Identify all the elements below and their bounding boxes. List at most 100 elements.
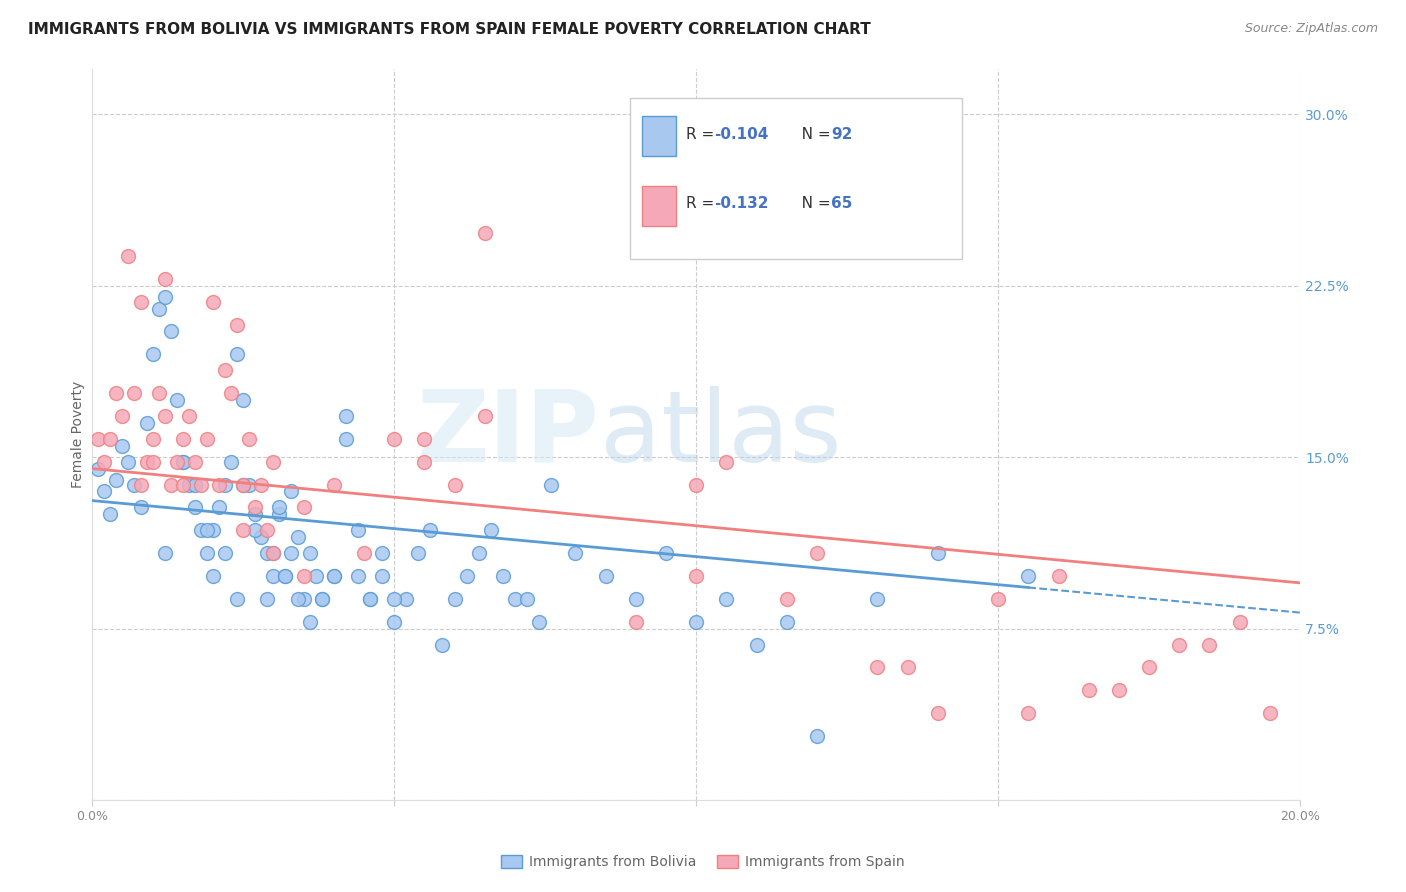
Point [866, 660, 889, 674]
Point [195, 432, 218, 446]
Point [716, 455, 738, 469]
Point [153, 409, 176, 423]
Point [135, 455, 157, 469]
Point [214, 546, 236, 560]
Point [896, 660, 918, 674]
Point [359, 591, 381, 606]
Point [117, 249, 139, 263]
Point [190, 524, 212, 538]
Text: N =: N = [787, 127, 835, 142]
Point [353, 546, 375, 560]
Point [232, 477, 254, 491]
Text: R =: R = [686, 196, 720, 211]
Point [443, 477, 465, 491]
Point [685, 569, 707, 583]
Point [287, 530, 309, 544]
Point [347, 524, 370, 538]
Point [419, 524, 441, 538]
Point [124, 386, 146, 401]
Point [190, 477, 212, 491]
Point [1017, 706, 1039, 721]
Point [238, 432, 260, 446]
Point [371, 569, 394, 583]
Point [479, 524, 502, 538]
Point [184, 477, 207, 491]
Point [1168, 638, 1191, 652]
Point [408, 546, 430, 560]
Point [219, 386, 242, 401]
Point [93, 484, 115, 499]
Text: N =: N = [787, 196, 835, 211]
Point [292, 591, 315, 606]
Point [98, 508, 121, 522]
Text: atlas: atlas [599, 386, 841, 483]
Point [111, 409, 134, 423]
Point [98, 432, 121, 446]
FancyBboxPatch shape [641, 116, 676, 156]
Point [262, 546, 284, 560]
Point [292, 569, 315, 583]
Point [395, 591, 418, 606]
Point [208, 500, 231, 515]
Point [226, 347, 249, 361]
Point [413, 455, 436, 469]
Text: 65: 65 [831, 196, 853, 211]
Point [311, 591, 333, 606]
Point [269, 508, 291, 522]
Point [280, 484, 302, 499]
Point [335, 409, 357, 423]
Point [148, 386, 170, 401]
Point [322, 569, 344, 583]
Point [172, 455, 194, 469]
Point [129, 477, 152, 491]
Point [245, 524, 267, 538]
Point [256, 524, 278, 538]
Point [382, 615, 405, 629]
Point [866, 591, 889, 606]
Point [1258, 706, 1281, 721]
Point [467, 546, 489, 560]
Point [232, 392, 254, 407]
Point [214, 477, 236, 491]
Point [232, 524, 254, 538]
Point [105, 386, 128, 401]
Point [492, 569, 515, 583]
Point [274, 569, 297, 583]
Point [87, 432, 110, 446]
Point [124, 477, 146, 491]
Point [1229, 615, 1251, 629]
Point [195, 524, 218, 538]
Point [195, 546, 218, 560]
Point [776, 615, 799, 629]
Text: -0.104: -0.104 [714, 127, 769, 142]
Point [105, 473, 128, 487]
Point [359, 591, 381, 606]
Text: ZIP: ZIP [416, 386, 599, 483]
Point [335, 432, 357, 446]
Point [347, 569, 370, 583]
Point [274, 569, 297, 583]
Point [776, 591, 799, 606]
Point [927, 706, 949, 721]
Point [226, 318, 249, 332]
Point [413, 432, 436, 446]
Point [250, 530, 273, 544]
Point [238, 477, 260, 491]
Point [117, 455, 139, 469]
Point [474, 226, 496, 240]
Y-axis label: Female Poverty: Female Poverty [72, 381, 86, 488]
Point [172, 432, 194, 446]
Point [226, 591, 249, 606]
Point [322, 477, 344, 491]
Point [148, 301, 170, 316]
Point [153, 290, 176, 304]
Point [262, 546, 284, 560]
Point [166, 392, 188, 407]
Point [322, 569, 344, 583]
Point [685, 477, 707, 491]
Point [177, 477, 200, 491]
Point [153, 272, 176, 286]
Point [232, 477, 254, 491]
Point [806, 546, 828, 560]
Point [245, 500, 267, 515]
